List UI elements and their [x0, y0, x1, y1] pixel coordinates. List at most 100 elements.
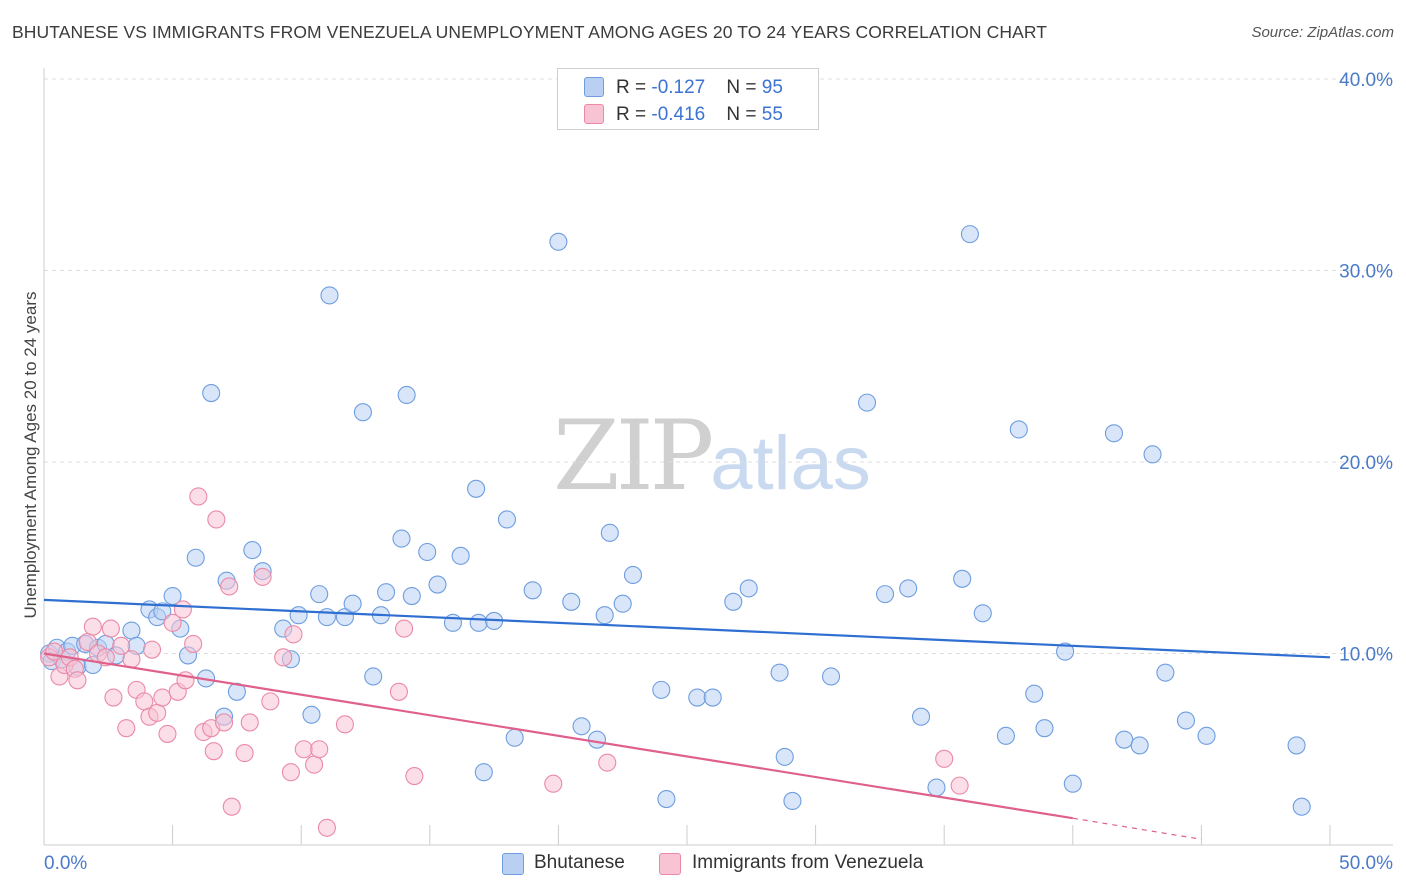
point-bhutanese [960, 225, 979, 244]
point-bhutanese [402, 586, 421, 606]
point-bhutanese [1143, 445, 1162, 464]
point-venezuela [598, 753, 617, 772]
point-bhutanese [392, 529, 411, 548]
point-bhutanese [153, 602, 172, 621]
point-bhutanese [783, 791, 802, 811]
point-bhutanese [549, 232, 568, 251]
axes [43, 68, 1393, 846]
point-bhutanese [724, 592, 743, 611]
point-bhutanese [523, 581, 542, 600]
point-bhutanese [572, 717, 591, 736]
point-venezuela [310, 740, 329, 759]
point-bhutanese [562, 592, 581, 611]
point-bhutanese [397, 385, 416, 405]
legend-text-bhutanese: R = -0.127 N = 95 [616, 77, 783, 98]
point-venezuela [317, 818, 336, 837]
point-bhutanese [1035, 719, 1054, 738]
point-bhutanese [418, 542, 437, 562]
point-bhutanese [451, 546, 470, 565]
point-venezuela [294, 740, 313, 759]
point-bhutanese [996, 726, 1015, 745]
point-venezuela [189, 487, 208, 506]
point-bhutanese [623, 565, 643, 585]
point-bhutanese [1115, 730, 1134, 749]
tick-labels: 10.0% 20.0% 30.0% 40.0% 0.0% 50.0% [44, 70, 1393, 874]
point-venezuela [163, 613, 182, 632]
point-venezuela [335, 715, 354, 734]
y-tick-label: 20.0% [1339, 453, 1393, 474]
point-bhutanese [202, 384, 221, 403]
point-venezuela [935, 749, 954, 768]
point-bhutanese [343, 594, 362, 613]
point-bhutanese [821, 667, 841, 686]
point-bhutanese [927, 778, 946, 797]
point-bhutanese [587, 730, 607, 749]
y-tick-label: 10.0% [1339, 645, 1393, 666]
point-bhutanese [320, 286, 339, 305]
point-bhutanese [953, 569, 972, 588]
legend-venezuela-label: Immigrants from Venezuela [692, 852, 924, 873]
trend-line-venezuela [43, 652, 1073, 820]
point-venezuela [274, 648, 293, 667]
point-bhutanese [122, 621, 141, 640]
point-bhutanese [1130, 736, 1149, 755]
point-bhutanese [1292, 797, 1311, 816]
point-bhutanese [1063, 774, 1082, 793]
point-venezuela [153, 688, 172, 707]
point-bhutanese [600, 523, 619, 542]
point-bhutanese [243, 541, 262, 560]
point-venezuela [253, 567, 272, 586]
trend-line-venezuela-extension [1072, 817, 1202, 840]
legend-bhutanese-label: Bhutanese [534, 852, 625, 873]
x-tick-label-max: 50.0% [1339, 853, 1393, 874]
point-venezuela [122, 650, 141, 669]
point-venezuela [284, 625, 303, 644]
point-bhutanese [1197, 726, 1216, 745]
point-bhutanese [428, 575, 447, 594]
point-venezuela [96, 648, 115, 667]
point-bhutanese [1156, 663, 1175, 682]
point-venezuela [204, 742, 223, 761]
point-venezuela [395, 619, 414, 638]
point-venezuela [112, 636, 131, 655]
series-venezuela [40, 487, 969, 837]
point-bhutanese [1009, 420, 1028, 439]
point-bhutanese [703, 688, 722, 707]
point-bhutanese [657, 789, 676, 809]
point-venezuela [207, 510, 226, 529]
point-venezuela [83, 617, 102, 636]
y-tick-label: 40.0% [1339, 70, 1393, 91]
legend-swatch-pink [584, 104, 604, 124]
point-bhutanese [505, 728, 524, 747]
point-bhutanese [613, 594, 632, 613]
watermark-zip: ZIP [553, 400, 714, 512]
grid-lines [44, 78, 1393, 654]
source-label: Source: ZipAtlas.com [1251, 24, 1394, 41]
point-bhutanese [1287, 736, 1306, 755]
point-bhutanese [1104, 424, 1124, 443]
legend-swatch-blue [584, 77, 604, 97]
y-tick-label: 30.0% [1339, 262, 1393, 283]
point-bhutanese [770, 663, 789, 682]
point-bhutanese [595, 606, 614, 625]
point-venezuela [950, 776, 969, 795]
point-bhutanese [899, 579, 918, 598]
point-bhutanese [497, 510, 517, 529]
point-venezuela [142, 640, 162, 659]
point-bhutanese [364, 667, 383, 686]
point-bhutanese [474, 763, 493, 782]
point-venezuela [405, 767, 424, 786]
point-bhutanese [353, 403, 372, 422]
point-bhutanese [377, 583, 396, 602]
point-bhutanese [912, 707, 931, 726]
point-venezuela [214, 713, 234, 732]
point-venezuela [544, 774, 563, 793]
correlation-legend: R = -0.127 N = 95 R = -0.416 N = 55 [557, 68, 819, 130]
legend-venezuela-swatch [659, 853, 681, 875]
point-bhutanese [688, 688, 707, 707]
watermark: ZIPatlas [553, 400, 871, 512]
point-bhutanese [186, 548, 205, 567]
point-bhutanese [973, 604, 992, 623]
point-bhutanese [1176, 711, 1196, 730]
